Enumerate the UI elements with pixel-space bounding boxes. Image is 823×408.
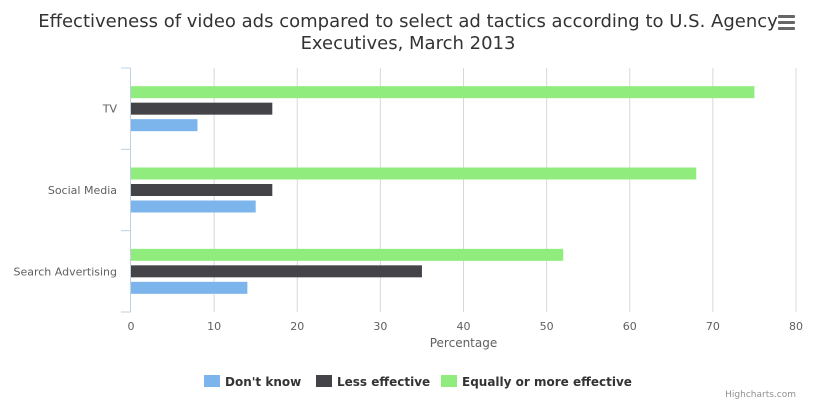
bar[interactable] bbox=[131, 265, 422, 278]
legend-item[interactable]: Less effective bbox=[316, 375, 430, 389]
bar[interactable] bbox=[131, 102, 273, 115]
x-tick-label-40: 40 bbox=[457, 320, 471, 333]
chart-title-line-2: Executives, March 2013 bbox=[301, 33, 516, 54]
category-label: Search Advertising bbox=[13, 265, 117, 278]
legend-label: Equally or more effective bbox=[462, 375, 632, 389]
chart-title-line-1: Effectiveness of video ads compared to s… bbox=[38, 11, 778, 32]
x-tick-label-50: 50 bbox=[540, 320, 554, 333]
hamburger-menu-icon[interactable] bbox=[770, 10, 802, 36]
bar[interactable] bbox=[131, 119, 198, 132]
bar[interactable] bbox=[131, 248, 564, 261]
x-axis-title: Percentage bbox=[430, 336, 498, 350]
credits-link[interactable]: Highcharts.com bbox=[725, 390, 796, 400]
legend: Don't know Less effective Equally or more … bbox=[204, 375, 632, 389]
bar[interactable] bbox=[131, 184, 273, 196]
legend-swatch bbox=[441, 375, 457, 387]
x-tick-label-70: 70 bbox=[706, 320, 720, 333]
x-tick-label-60: 60 bbox=[623, 320, 637, 333]
legend-swatch bbox=[204, 375, 220, 387]
legend-item[interactable]: Don't know bbox=[204, 375, 301, 389]
x-tick-label-0: 0 bbox=[128, 320, 135, 333]
x-tick-label-20: 20 bbox=[290, 320, 304, 333]
x-tick-label-10: 10 bbox=[207, 320, 221, 333]
bar[interactable] bbox=[131, 167, 697, 180]
x-tick-label-30: 30 bbox=[373, 320, 387, 333]
legend-label: Don't know bbox=[225, 375, 301, 389]
category-label: TV bbox=[102, 103, 118, 116]
bar[interactable] bbox=[131, 86, 755, 99]
legend-swatch bbox=[316, 375, 332, 387]
x-tick-label-80: 80 bbox=[789, 320, 803, 333]
bar[interactable] bbox=[131, 200, 256, 213]
legend-item[interactable]: Equally or more effective bbox=[441, 375, 632, 389]
legend-label: Less effective bbox=[337, 375, 430, 389]
bar[interactable] bbox=[131, 281, 248, 294]
category-label: Social Media bbox=[48, 184, 117, 197]
